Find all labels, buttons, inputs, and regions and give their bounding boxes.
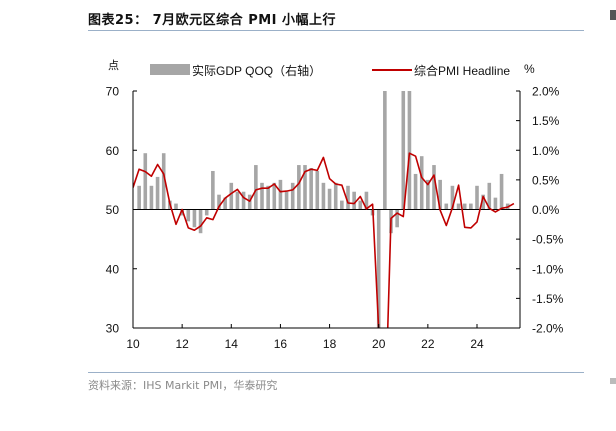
gdp-bar (327, 188, 332, 210)
gdp-bar (284, 191, 289, 210)
right-tick-label: -0.5% (532, 233, 564, 247)
x-tick-label: 14 (225, 337, 239, 351)
gdp-bar (407, 91, 412, 210)
gdp-bar (229, 182, 234, 210)
gdp-bar (204, 209, 209, 216)
gdp-bar (186, 209, 191, 222)
source-rule (88, 372, 584, 373)
gdp-bar (143, 153, 148, 210)
x-tick-label: 24 (470, 337, 484, 351)
gdp-bar (266, 185, 270, 210)
gdp-bar (297, 165, 301, 210)
gdp-bar (364, 191, 369, 210)
gdp-bar (456, 203, 461, 210)
right-tick-label: 0.5% (532, 173, 560, 187)
title-rule (88, 30, 584, 31)
gdp-bar (309, 168, 313, 210)
legend: 实际GDP QOQ（右轴） 综合PMI Headline% (150, 62, 535, 78)
right-tick-label: -1.0% (532, 262, 564, 276)
left-tick-label: 60 (106, 144, 120, 158)
right-tick-label: 1.0% (532, 144, 560, 158)
gdp-bar (278, 179, 283, 210)
gdp-bar (444, 203, 449, 210)
legend-bar-swatch (150, 64, 190, 75)
gdp-bar (419, 156, 424, 210)
x-tick-label: 10 (126, 337, 140, 351)
gdp-bar (438, 179, 442, 210)
right-tick-label: 1.5% (532, 114, 560, 128)
gdp-bar (211, 170, 215, 210)
gdp-bar (469, 203, 473, 210)
gdp-bar (395, 209, 399, 228)
gdp-bar (475, 185, 479, 210)
gdp-bar (217, 194, 221, 210)
gdp-bar (487, 182, 492, 210)
gdp-bars (137, 91, 510, 328)
right-tick-label: 2.0% (532, 85, 560, 99)
left-tick-label: 50 (106, 203, 120, 217)
gdp-bar (493, 197, 498, 210)
gdp-bar (426, 179, 430, 210)
gdp-bar (247, 194, 252, 210)
gdp-bar (333, 182, 338, 210)
gdp-bar (272, 182, 277, 210)
left-axis-unit: 点 (108, 59, 119, 72)
legend-bar-label: 实际GDP QOQ（右轴） (192, 63, 321, 78)
gdp-bar (155, 176, 160, 210)
x-tick-label: 20 (372, 337, 386, 351)
gdp-bar (383, 91, 387, 210)
gdp-bar (450, 185, 455, 210)
gdp-bar (346, 185, 350, 210)
gdp-bar (223, 197, 227, 210)
gdp-bar (481, 194, 485, 210)
x-tick-label: 22 (421, 337, 435, 351)
cropped-edge-glyph (610, 10, 616, 20)
left-tick-label: 40 (106, 262, 120, 276)
gdp-bar (137, 185, 141, 210)
right-tick-label: -1.5% (532, 292, 564, 306)
gdp-bar (352, 191, 356, 210)
right-axis-unit: % (524, 62, 535, 76)
gdp-bar (432, 165, 436, 210)
gdp-bar (174, 203, 178, 210)
right-tick-label: 0.0% (532, 203, 560, 217)
gdp-bar (192, 209, 197, 228)
legend-line-label: 综合PMI Headline (414, 63, 510, 78)
gdp-bar (315, 170, 320, 210)
gdp-bar (198, 209, 203, 234)
gdp-bar (241, 191, 246, 210)
pmi-line (133, 152, 515, 328)
right-tick-label: -2.0% (532, 322, 564, 336)
x-tick-label: 16 (274, 337, 288, 351)
gdp-bar (290, 182, 295, 210)
gdp-bar (358, 200, 363, 210)
gdp-bar (401, 91, 406, 210)
pmi-line-group (133, 152, 515, 328)
figure-title: 图表25： 7月欧元区综合 PMI 小幅上行 (88, 13, 337, 28)
pmi-gdp-chart: 70 60 50 40 30 点 2.0% 1.5% 1.0% 0.5% 0.0% -0.5% -1.0… (106, 59, 564, 351)
gdp-bar (462, 203, 467, 210)
gdp-bar (180, 209, 184, 216)
gdp-bar (149, 185, 154, 210)
gdp-bar (499, 173, 504, 210)
gdp-bar (161, 153, 166, 210)
source-note: 资料来源：IHS Markit PMI，华泰研究 (88, 379, 278, 392)
cropped-edge-glyph (610, 378, 616, 384)
axes: 70 60 50 40 30 点 2.0% 1.5% 1.0% 0.5% 0.0% -0.5% -1.0… (106, 59, 564, 351)
gdp-bar (235, 191, 240, 210)
gdp-bar (413, 173, 418, 210)
left-tick-label: 30 (106, 322, 120, 336)
x-tick-label: 18 (323, 337, 337, 351)
gdp-bar (340, 200, 344, 210)
gdp-bar (254, 165, 258, 210)
gdp-bar (321, 182, 326, 210)
x-tick-label: 12 (175, 337, 189, 351)
left-tick-label: 70 (106, 85, 120, 99)
gdp-bar (376, 209, 381, 328)
gdp-bar (303, 165, 307, 210)
gdp-bar (260, 182, 264, 210)
